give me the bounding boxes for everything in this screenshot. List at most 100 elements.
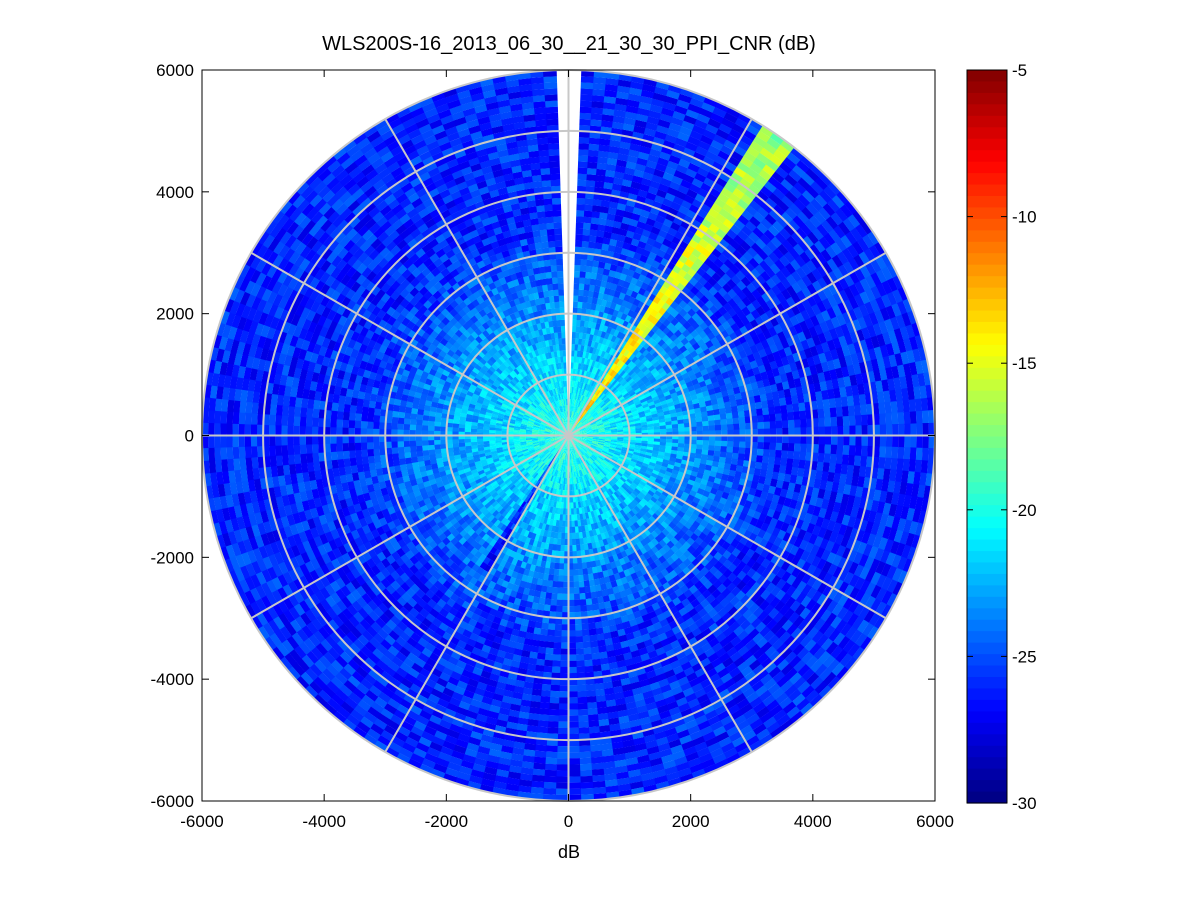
- cnr-cell: [753, 253, 765, 265]
- cnr-cell: [597, 156, 609, 165]
- cnr-cell: [667, 207, 679, 217]
- cnr-cell: [592, 205, 602, 213]
- cnr-cell: [689, 130, 704, 141]
- cnr-cell: [636, 221, 647, 230]
- cnr-cell: [817, 452, 825, 463]
- cnr-cell: [625, 376, 633, 383]
- cnr-cell: [636, 321, 645, 330]
- cnr-cell: [715, 128, 730, 141]
- cnr-cell: [588, 143, 600, 151]
- cnr-cell: [595, 361, 602, 369]
- cnr-cell: [885, 412, 893, 426]
- cnr-cell: [715, 176, 728, 188]
- cnr-cell: [606, 157, 619, 166]
- cnr-cell: [572, 307, 578, 314]
- cnr-cell: [780, 211, 794, 225]
- cnr-cell: [591, 410, 597, 416]
- cnr-cell: [598, 336, 605, 344]
- cnr-cell: [600, 200, 611, 208]
- cnr-cell: [603, 397, 610, 403]
- cnr-cell: [574, 344, 579, 351]
- cnr-cell: [587, 161, 598, 170]
- cnr-cell: [727, 155, 741, 168]
- cnr-cell: [737, 230, 749, 242]
- cnr-cell: [624, 236, 634, 245]
- cnr-cell: [602, 345, 609, 353]
- cnr-cell: [737, 410, 745, 419]
- cnr-cell: [601, 114, 615, 122]
- cnr-cell: [781, 195, 795, 209]
- cnr-cell: [689, 97, 705, 109]
- cnr-cell: [570, 380, 573, 387]
- cnr-cell: [574, 271, 581, 278]
- cnr-cell: [583, 210, 593, 218]
- cnr-cell: [748, 184, 762, 196]
- cnr-cell: [647, 154, 660, 164]
- cnr-cell: [662, 172, 675, 182]
- cnr-cell: [672, 337, 682, 346]
- cnr-cell: [598, 218, 608, 226]
- cnr-cell: [630, 238, 641, 247]
- cnr-cell: [590, 217, 600, 225]
- cnr-cell: [583, 376, 588, 384]
- cnr-cell: [612, 364, 620, 372]
- cnr-cell: [572, 418, 575, 425]
- cnr-cell: [610, 363, 617, 370]
- cnr-cell: [843, 435, 850, 447]
- cnr-cell: [581, 402, 586, 409]
- cnr-cell: [702, 440, 710, 446]
- cnr-cell: [666, 89, 681, 100]
- cnr-cell: [605, 339, 612, 347]
- cnr-cell: [576, 406, 580, 413]
- cnr-cell: [583, 289, 590, 297]
- cnr-cell: [659, 243, 670, 253]
- cnr-cell: [621, 372, 629, 379]
- cnr-cell: [737, 198, 750, 211]
- cnr-cell: [702, 198, 715, 209]
- cnr-cell: [619, 354, 627, 362]
- cnr-cell: [627, 93, 642, 103]
- cnr-cell: [677, 132, 691, 143]
- cnr-cell: [577, 173, 588, 181]
- cnr-cell: [770, 132, 785, 146]
- cnr-cell: [781, 442, 789, 452]
- cnr-cell: [767, 225, 781, 238]
- cnr-cell: [680, 179, 693, 190]
- cnr-cell: [592, 347, 598, 355]
- cnr-cell: [627, 309, 635, 318]
- cnr-cell: [701, 248, 712, 259]
- cnr-cell: [904, 423, 911, 437]
- cnr-cell: [604, 175, 615, 184]
- cnr-cell: [639, 235, 650, 244]
- cnr-cell: [640, 209, 651, 219]
- cnr-cell: [616, 91, 630, 100]
- cnr-cell: [718, 123, 733, 135]
- cnr-cell: [685, 141, 699, 153]
- cnr-cell: [697, 223, 710, 234]
- cnr-cell: [614, 214, 624, 223]
- cnr-cell: [593, 367, 599, 375]
- cnr-cell: [595, 406, 602, 413]
- cnr-cell: [801, 190, 816, 204]
- cnr-cell: [636, 370, 644, 377]
- cnr-cell: [827, 181, 842, 196]
- cnr-cell: [575, 222, 584, 229]
- cnr-cell: [749, 162, 764, 175]
- cnr-cell: [616, 159, 628, 168]
- cnr-cell: [769, 421, 777, 430]
- cnr-cell: [775, 413, 782, 422]
- cnr-cell: [575, 420, 580, 426]
- cnr-cell: [769, 442, 777, 451]
- cnr-cell: [602, 372, 608, 379]
- cnr-cell: [762, 164, 777, 177]
- cnr-cell: [664, 232, 676, 243]
- cnr-cell: [697, 167, 710, 178]
- cnr-cell: [726, 228, 738, 240]
- cnr-cell: [757, 249, 769, 261]
- cnr-cell: [603, 351, 609, 359]
- cnr-cell: [769, 435, 777, 444]
- cnr-cell: [651, 98, 666, 108]
- cnr-cell: [768, 449, 776, 458]
- cnr-cell: [702, 129, 717, 141]
- cnr-cell: [631, 356, 639, 364]
